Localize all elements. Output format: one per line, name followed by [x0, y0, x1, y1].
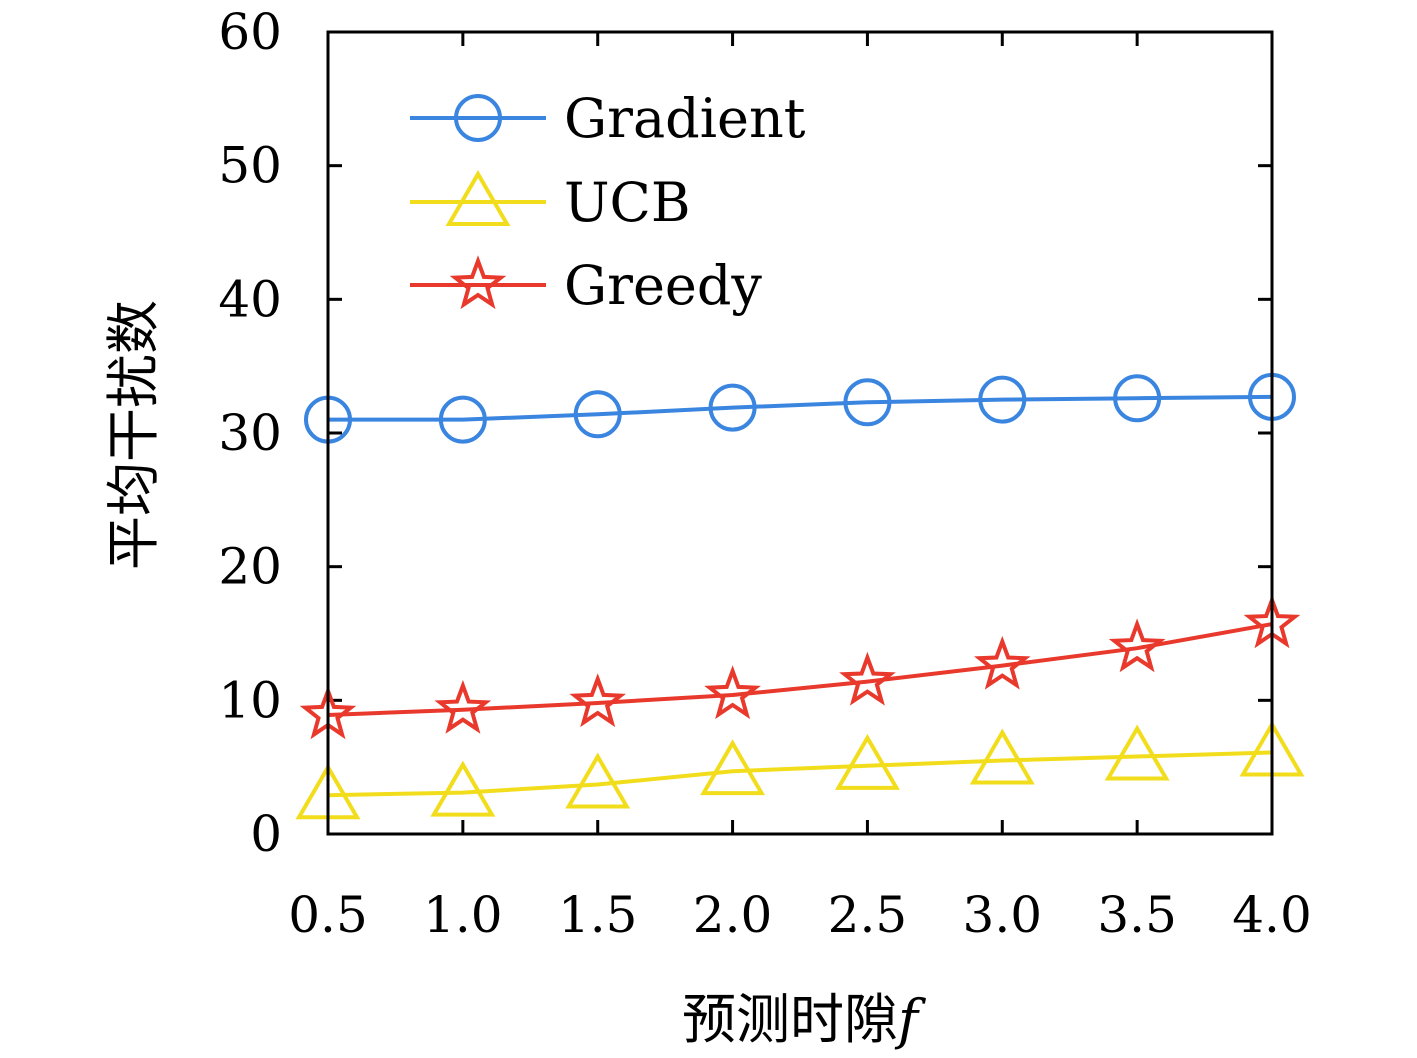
series-line-greedy: [327, 622, 1273, 717]
legend-marker-greedy: [449, 255, 507, 310]
legend-entry-gradient: Gradient: [410, 87, 806, 150]
series-line-ucb: [327, 750, 1273, 798]
data-point-ucb: [1104, 724, 1170, 781]
y-tick-label: 0: [250, 805, 282, 863]
series-gradient: [304, 372, 1296, 444]
y-tick-label: 30: [218, 404, 282, 462]
legend-label-gradient: Gradient: [564, 87, 806, 150]
series-greedy: [299, 594, 1301, 740]
data-point-ucb: [969, 728, 1035, 785]
data-point-ucb: [700, 739, 766, 796]
legend-marker-gradient: [454, 94, 502, 142]
data-point-gradient: [978, 375, 1027, 424]
y-axis-ticks: 0 10 20 30 40 50 60: [218, 3, 1272, 863]
data-point-gradient: [573, 390, 622, 439]
series-layer: [295, 372, 1305, 820]
x-tick-label: 1.5: [558, 886, 638, 944]
x-tick-label: 1.0: [423, 886, 503, 944]
x-tick-label: 0.5: [288, 886, 368, 944]
legend: Gradient UCB Greedy: [410, 87, 806, 317]
data-point-gradient: [843, 378, 892, 427]
data-point-greedy: [1108, 618, 1166, 673]
data-point-greedy: [569, 673, 626, 728]
data-point-ucb: [834, 733, 900, 790]
x-tick-label: 2.5: [828, 886, 908, 944]
x-axis-title-text: 预测时隙: [682, 988, 898, 1051]
x-tick-label: 4.0: [1232, 886, 1312, 944]
y-tick-label: 60: [218, 3, 282, 61]
data-point-gradient: [708, 383, 757, 432]
y-tick-label: 50: [218, 137, 282, 195]
data-point-greedy: [974, 635, 1031, 690]
x-tick-label: 3.0: [963, 886, 1043, 944]
x-tick-label: 2.0: [693, 886, 773, 944]
data-point-gradient: [438, 395, 487, 444]
y-tick-label: 10: [218, 671, 282, 729]
data-point-greedy: [839, 651, 896, 706]
legend-entry-ucb: UCB: [410, 170, 691, 234]
x-axis-title: 预测时隙f: [682, 988, 926, 1051]
x-tick-label: 3.5: [1097, 886, 1177, 944]
data-point-greedy: [704, 665, 761, 720]
legend-entry-greedy: Greedy: [410, 254, 762, 317]
y-tick-label: 20: [218, 538, 282, 596]
y-axis-title: 平均干扰数: [102, 300, 165, 570]
y-tick-label: 40: [218, 270, 282, 328]
data-point-gradient: [1113, 374, 1162, 423]
data-point-ucb: [565, 752, 631, 809]
x-axis-ticks: 0.5 1.0 1.5 2.0 2.5 3.0 3.5 4.0: [288, 32, 1312, 944]
legend-marker-ucb: [445, 170, 511, 226]
x-axis-title-variable: f: [894, 988, 926, 1051]
plot-frame: [326, 30, 1274, 836]
legend-label-greedy: Greedy: [564, 254, 762, 317]
series-ucb: [295, 720, 1305, 820]
data-point-ucb: [430, 760, 496, 817]
legend-label-ucb: UCB: [564, 171, 691, 234]
data-point-greedy: [434, 679, 492, 734]
